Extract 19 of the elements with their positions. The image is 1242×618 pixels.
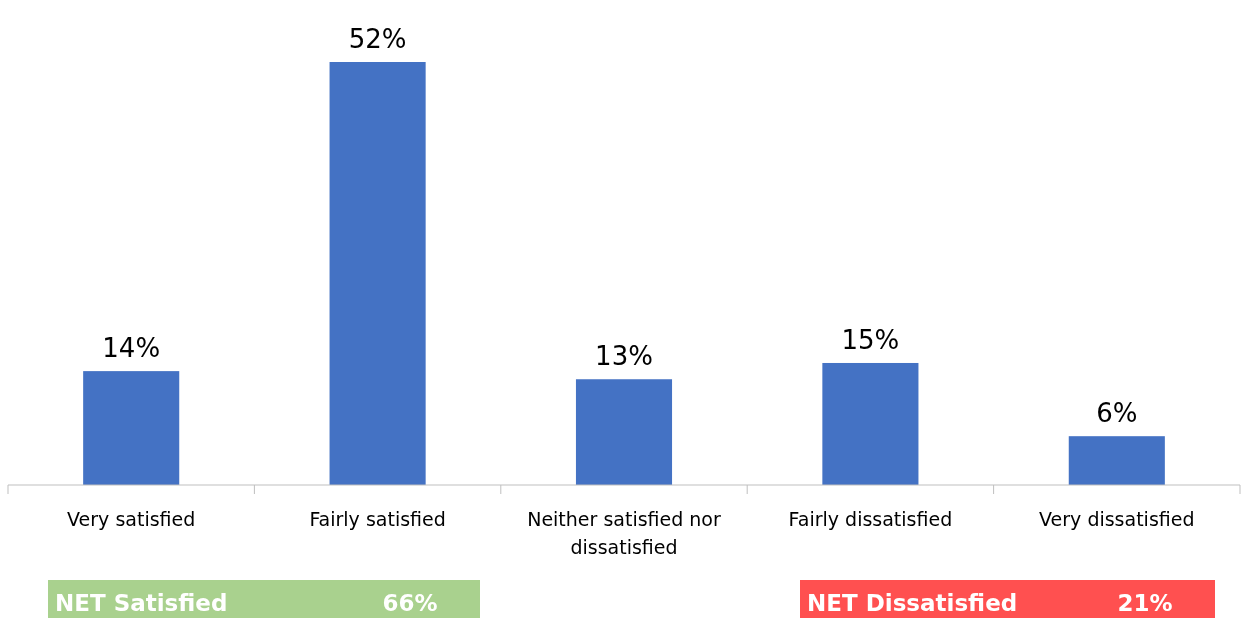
data-label: 13% xyxy=(595,341,653,372)
text: 21% xyxy=(1117,590,1173,616)
x-tick-label: Very satisfied xyxy=(67,508,196,530)
bar xyxy=(83,371,180,485)
data-label: 14% xyxy=(102,333,161,364)
data-label: 6% xyxy=(1096,398,1138,429)
x-tick-label: Fairly dissatisfied xyxy=(788,508,953,530)
bar xyxy=(1068,436,1165,485)
text: NET Dissatisfied xyxy=(807,590,1018,616)
x-tick-label: Fairly satisfied xyxy=(309,508,446,530)
bar xyxy=(575,379,673,485)
data-label: 15% xyxy=(841,324,900,355)
x-tick-label: Very dissatisfied xyxy=(1039,508,1195,530)
bar xyxy=(329,62,426,485)
x-tick-label: Neither satisfied nor dissatisfied xyxy=(527,508,721,558)
bar xyxy=(822,362,919,485)
data-label: 52% xyxy=(348,24,407,54)
text: NET Satisfied xyxy=(55,590,228,616)
text: 66% xyxy=(382,590,438,616)
